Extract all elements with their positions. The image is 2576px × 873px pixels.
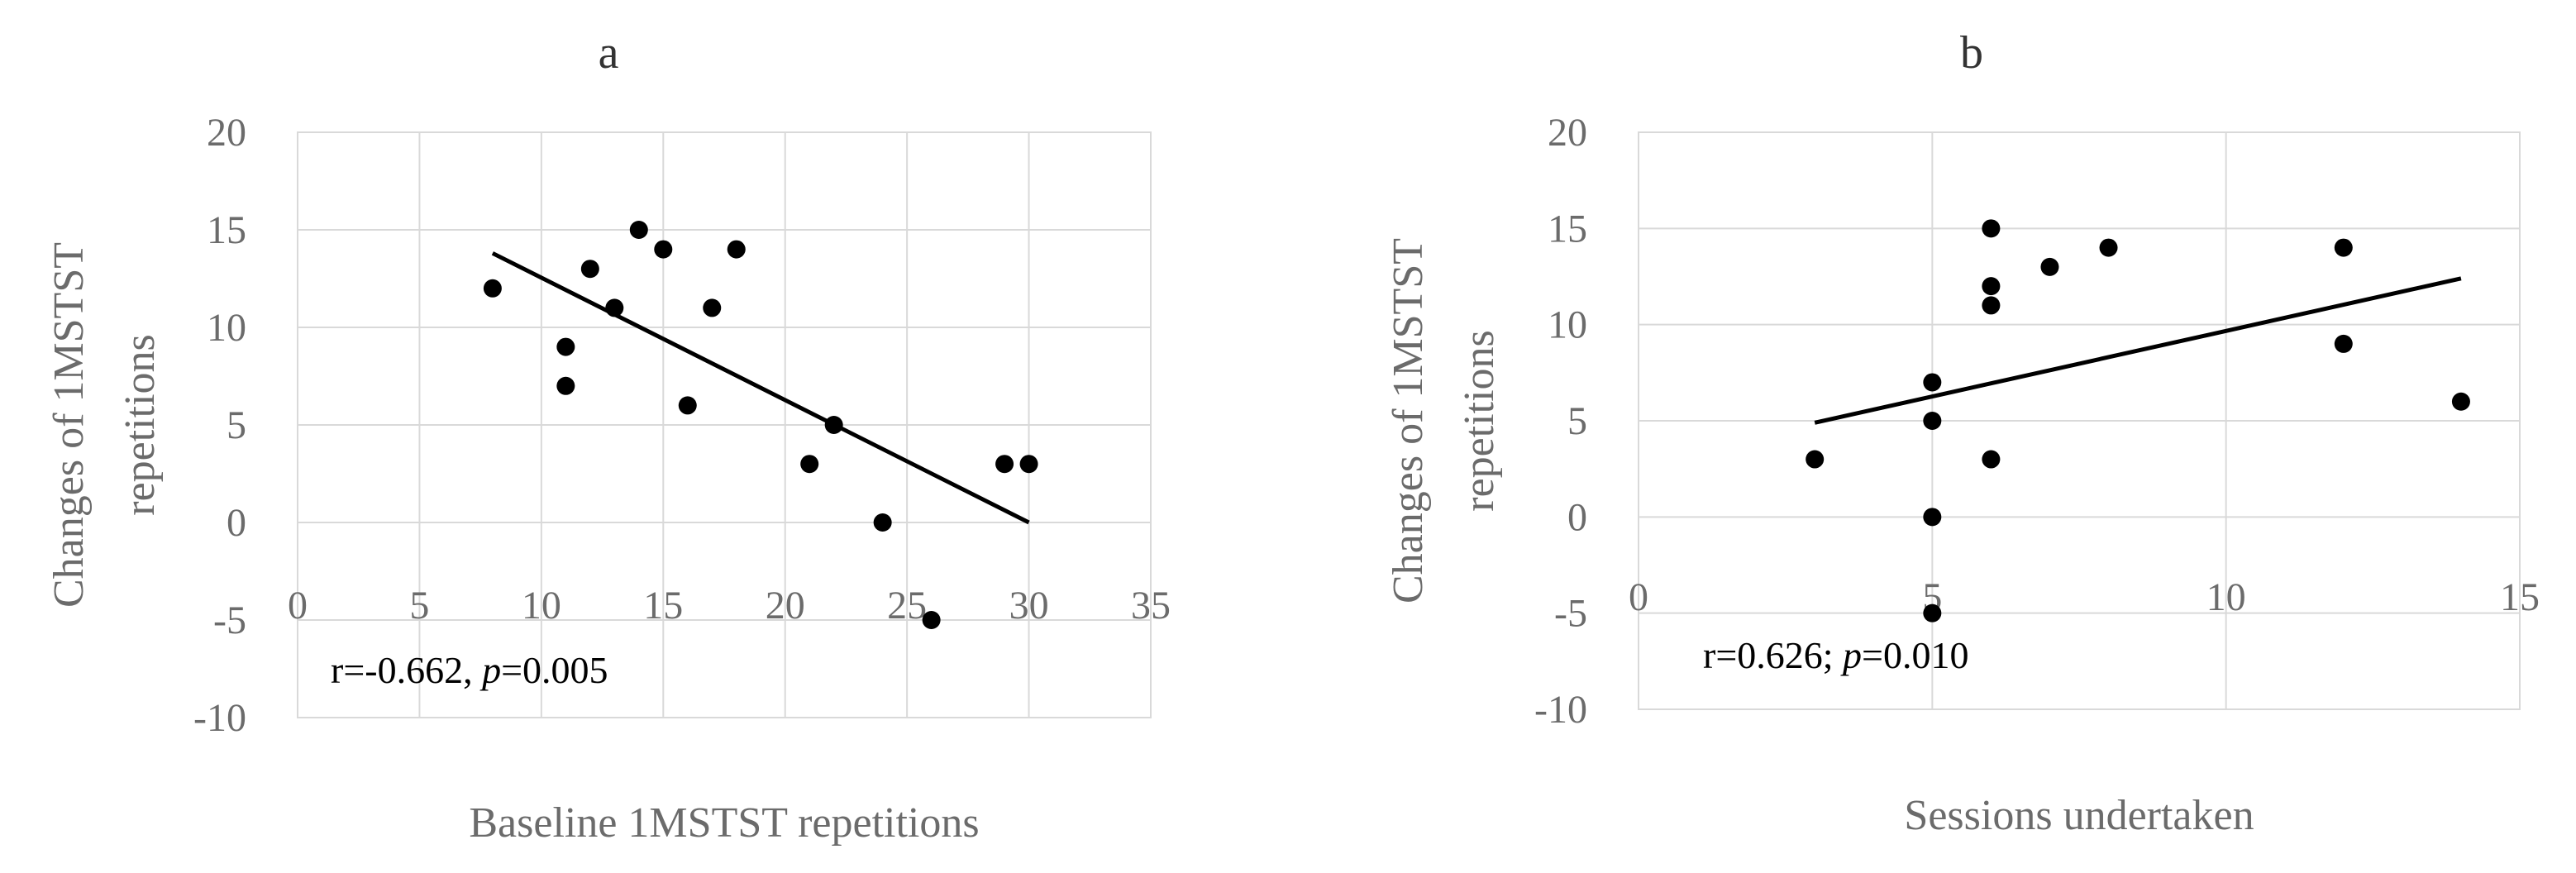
data-point <box>1923 508 1942 527</box>
data-point <box>556 337 575 356</box>
data-point <box>556 376 575 395</box>
y-tick-label: 0 <box>227 501 246 545</box>
y-tick-label: 20 <box>1548 111 1587 155</box>
x-tick-label: 20 <box>766 584 805 627</box>
data-point <box>629 221 648 239</box>
x-tick-label: 15 <box>2500 575 2540 619</box>
y-tick-label: -5 <box>213 599 246 642</box>
x-tick-label: 5 <box>409 584 429 627</box>
y-tick-label: -10 <box>193 696 246 740</box>
y-axis-title-line2: repetitions <box>1456 330 1503 512</box>
y-axis-title: Changes of 1MSTST <box>1385 238 1432 603</box>
data-point <box>654 240 673 259</box>
data-point <box>483 279 502 298</box>
x-axis-title: Sessions undertaken <box>1904 792 2254 839</box>
x-tick-label: 0 <box>1629 575 1648 619</box>
panel-title: a <box>599 27 619 79</box>
y-tick-label: 5 <box>227 403 246 447</box>
data-point <box>2040 257 2059 276</box>
data-point <box>580 260 599 279</box>
data-point <box>1982 450 2001 469</box>
data-point <box>1923 373 1942 392</box>
data-point <box>1923 412 1942 430</box>
y-tick-label: 0 <box>1567 495 1587 539</box>
y-axis-title: Changes of 1MSTST <box>45 242 93 608</box>
y-tick-label: 20 <box>207 111 246 155</box>
trendline <box>491 251 1030 525</box>
x-tick-label: 25 <box>887 584 927 627</box>
data-point <box>800 455 819 474</box>
data-point <box>1019 455 1038 474</box>
x-tick-label: 0 <box>288 584 308 627</box>
data-point <box>2099 238 2118 257</box>
data-point <box>605 298 624 317</box>
data-point <box>873 513 892 532</box>
y-tick-label: 10 <box>1548 303 1587 347</box>
data-point <box>727 240 746 259</box>
y-tick-label: -5 <box>1554 592 1587 636</box>
x-tick-label: 30 <box>1009 584 1049 627</box>
trendline <box>1814 276 2462 425</box>
data-point <box>1982 219 2001 238</box>
x-tick-label: 10 <box>2206 575 2246 619</box>
y-tick-label: 5 <box>1567 399 1587 443</box>
data-point <box>703 298 722 317</box>
data-point <box>1923 603 1942 623</box>
y-tick-label: -10 <box>1534 688 1587 732</box>
data-point <box>2334 238 2353 257</box>
y-axis-title-line2: repetitions <box>117 334 164 516</box>
y-tick-label: 15 <box>1548 207 1587 250</box>
data-point <box>995 455 1014 474</box>
data-point <box>1982 296 2001 315</box>
x-tick-label: 15 <box>643 584 683 627</box>
x-tick-label: 35 <box>1131 584 1171 627</box>
data-point <box>1982 277 2001 296</box>
x-axis-title: Baseline 1MSTST repetitions <box>469 799 979 847</box>
data-point <box>824 416 843 434</box>
y-tick-label: 10 <box>207 306 246 350</box>
correlation-annotation: r=-0.662, p=0.005 <box>331 649 608 691</box>
panel-title: b <box>1960 27 1983 79</box>
data-point <box>2334 334 2353 353</box>
chart-panel-a: 20 15 10 5 0 -5 -10 0 5 10 15 20 25 30 35 a Baseline 1MS… <box>45 27 1171 847</box>
data-point <box>678 396 697 415</box>
data-point <box>1806 450 1825 469</box>
data-point <box>2451 392 2470 411</box>
data-point <box>922 611 941 629</box>
correlation-annotation: r=0.626; p=0.010 <box>1703 634 1969 676</box>
y-tick-label: 15 <box>207 208 246 252</box>
x-tick-label: 10 <box>522 584 561 627</box>
